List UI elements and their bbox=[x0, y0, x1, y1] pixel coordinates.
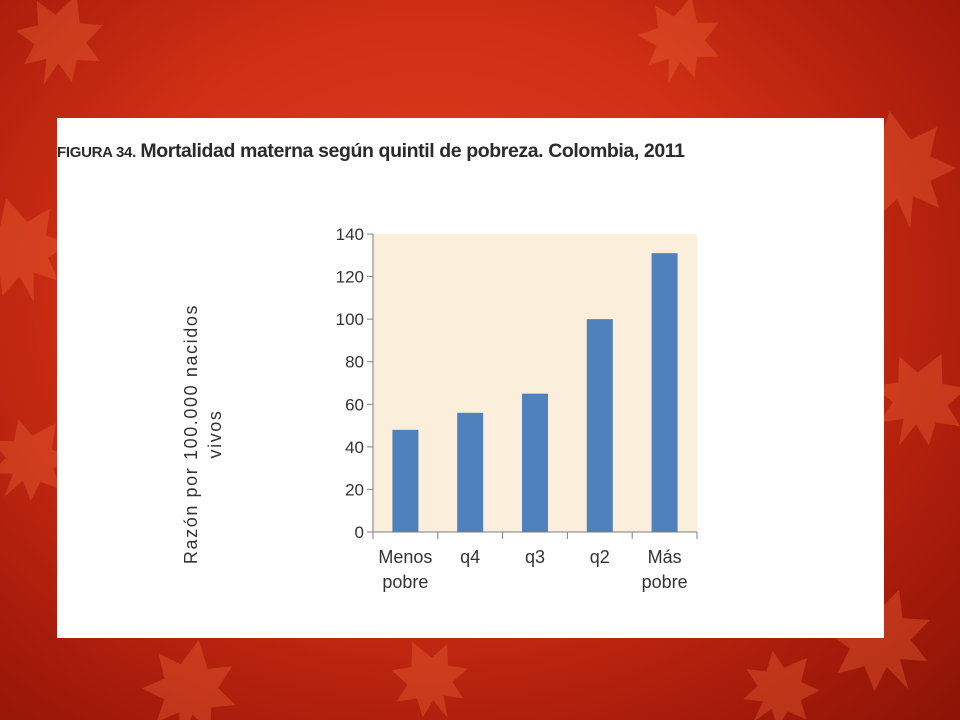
x-tick-label: q2 bbox=[590, 547, 610, 567]
y-tick-label: 100 bbox=[336, 310, 364, 329]
y-tick-label: 80 bbox=[345, 353, 364, 372]
figure-number: FIGURA 34. bbox=[57, 144, 136, 161]
x-tick-label: Menos bbox=[378, 547, 432, 567]
y-tick-label: 40 bbox=[345, 438, 364, 457]
y-axis-label-line: vivos bbox=[205, 409, 225, 458]
bar bbox=[651, 253, 678, 532]
figure-title: FIGURA 34. Mortalidad materna según quin… bbox=[57, 140, 685, 163]
y-tick-label: 20 bbox=[345, 480, 364, 499]
x-tick-label: pobre bbox=[382, 572, 428, 592]
y-tick-label: 120 bbox=[336, 268, 364, 287]
figure-panel: FIGURA 34. Mortalidad materna según quin… bbox=[57, 118, 884, 638]
y-tick-label: 0 bbox=[355, 523, 364, 542]
x-tick-label: Más bbox=[648, 547, 682, 567]
figure-title-text: Mortalidad materna según quintil de pobr… bbox=[140, 140, 685, 162]
y-tick-label: 140 bbox=[336, 225, 364, 244]
y-axis-label: Razón por 100.000 nacidos vivos bbox=[181, 304, 225, 564]
bar bbox=[586, 319, 613, 532]
bar bbox=[522, 393, 548, 532]
y-axis-label-line: Razón por 100.000 nacidos bbox=[181, 304, 201, 564]
bar-chart: 0 20 40 60 80 100 120 140 Menos pobre q4 q3 q2 Más pob… bbox=[181, 225, 698, 592]
y-tick-label: 60 bbox=[345, 395, 364, 414]
bar bbox=[457, 412, 484, 532]
x-tick-label: q3 bbox=[525, 547, 545, 567]
x-tick-label: q4 bbox=[460, 547, 480, 567]
x-tick-label: pobre bbox=[642, 572, 688, 592]
bar bbox=[392, 429, 419, 532]
